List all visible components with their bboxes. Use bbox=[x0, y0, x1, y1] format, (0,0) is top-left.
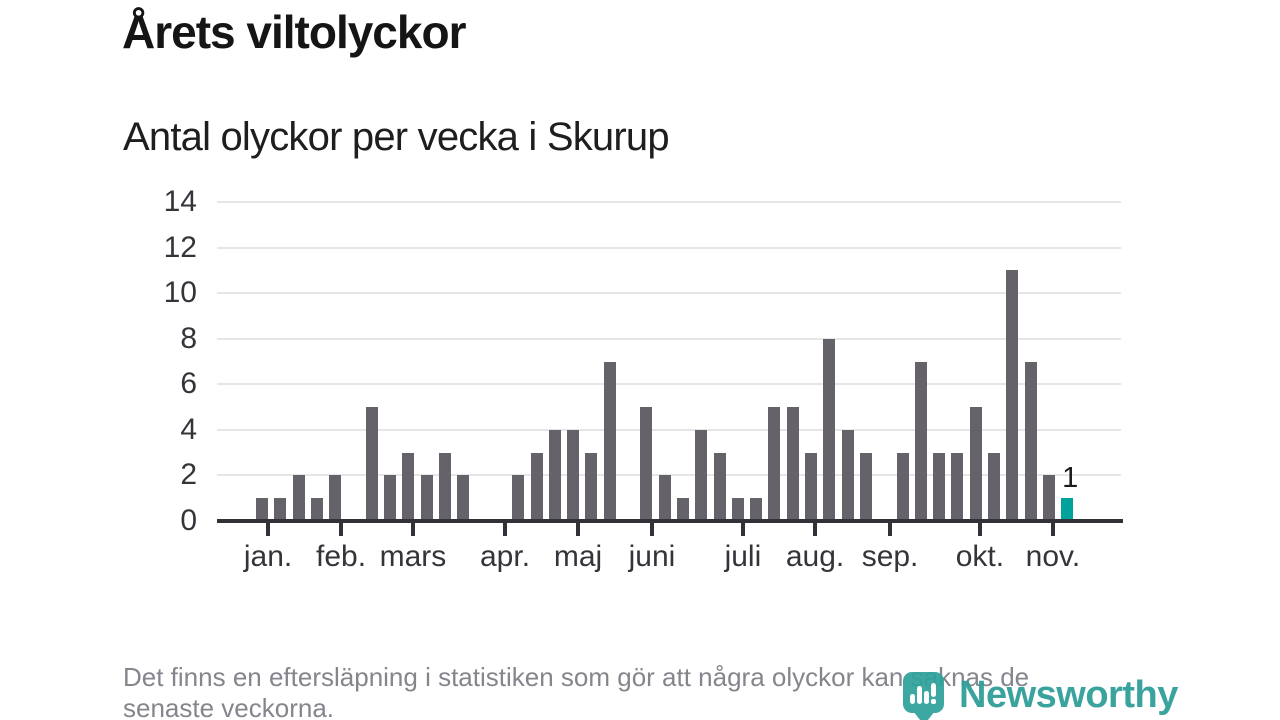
x-axis-label: mars bbox=[379, 540, 447, 573]
bar bbox=[676, 498, 689, 521]
gridline bbox=[217, 246, 1121, 249]
chart-subtitle: Antal olyckor per vecka i Skurup bbox=[123, 115, 670, 159]
pin-chart-bar bbox=[924, 691, 929, 704]
bar bbox=[256, 498, 268, 521]
bar bbox=[1042, 475, 1055, 521]
newsworthy-logo: Newsworthy bbox=[903, 672, 1178, 720]
bar bbox=[805, 452, 817, 521]
bar bbox=[988, 452, 1000, 521]
x-axis-label: aug. bbox=[785, 540, 845, 573]
bar bbox=[750, 498, 763, 521]
month-tick bbox=[649, 521, 654, 536]
bar bbox=[384, 475, 397, 521]
pin-chart-bar bbox=[917, 686, 922, 704]
x-axis-label: okt. bbox=[955, 540, 1005, 573]
bar bbox=[713, 452, 726, 521]
bar bbox=[365, 407, 378, 521]
y-axis-label: 0 bbox=[180, 504, 197, 537]
gridline bbox=[217, 428, 1121, 431]
y-axis-label: 2 bbox=[180, 458, 197, 492]
bar bbox=[512, 475, 525, 521]
bar bbox=[896, 452, 909, 521]
x-axis-label: jan. bbox=[243, 540, 293, 573]
newsworthy-pin-icon bbox=[903, 672, 944, 720]
y-axis-label: 14 bbox=[163, 185, 197, 218]
month-tick bbox=[977, 521, 982, 536]
highlight-value-label: 1 bbox=[1062, 462, 1079, 495]
month-tick bbox=[266, 521, 271, 536]
bar bbox=[603, 361, 616, 521]
bar bbox=[914, 361, 927, 521]
pin-tail bbox=[913, 711, 935, 720]
y-axis-label: 6 bbox=[180, 367, 197, 401]
pin-exclamation-dot bbox=[931, 699, 936, 704]
bar bbox=[585, 452, 598, 521]
gridline bbox=[217, 201, 1121, 203]
month-tick bbox=[503, 521, 508, 536]
month-tick bbox=[740, 521, 745, 536]
bar bbox=[969, 407, 982, 521]
x-axis-label: maj bbox=[553, 540, 603, 573]
month-tick bbox=[813, 521, 818, 536]
pin-exclamation-stem bbox=[931, 683, 936, 697]
bar bbox=[420, 475, 433, 521]
bar bbox=[1024, 361, 1037, 521]
x-axis-line bbox=[217, 519, 1123, 523]
month-tick bbox=[410, 521, 415, 536]
bar bbox=[951, 452, 964, 521]
bar bbox=[731, 498, 744, 521]
pin-chart-bar bbox=[910, 694, 915, 704]
bar bbox=[274, 498, 287, 521]
x-axis-label: juli bbox=[724, 540, 762, 573]
x-axis-label: feb. bbox=[316, 540, 367, 573]
footer-note: Det finns en eftersläpning i statistiken… bbox=[123, 662, 1183, 720]
bar bbox=[457, 475, 470, 521]
footer-note-line: senaste veckorna. bbox=[123, 693, 335, 720]
bar-highlighted bbox=[1061, 498, 1074, 521]
month-tick bbox=[339, 521, 344, 536]
month-tick bbox=[888, 521, 893, 536]
bar bbox=[310, 498, 323, 521]
gridline bbox=[217, 383, 1121, 386]
bar bbox=[292, 475, 305, 521]
bar bbox=[933, 452, 946, 521]
bar bbox=[567, 429, 580, 521]
y-axis-label: 4 bbox=[180, 412, 197, 446]
y-axis-label: 8 bbox=[180, 321, 197, 355]
y-axis-label: 10 bbox=[163, 276, 197, 310]
bar bbox=[859, 452, 872, 521]
bar bbox=[1006, 270, 1019, 521]
chart-title: Årets viltolyckor bbox=[122, 6, 466, 58]
gridline bbox=[217, 337, 1121, 340]
bar bbox=[402, 452, 415, 521]
bar bbox=[768, 407, 781, 521]
month-tick bbox=[576, 521, 581, 536]
bar bbox=[530, 452, 543, 521]
bar bbox=[786, 407, 799, 521]
x-axis-label: apr. bbox=[479, 540, 531, 573]
month-tick bbox=[1050, 521, 1055, 536]
x-axis-label: sep. bbox=[861, 540, 919, 573]
y-axis-label: 12 bbox=[163, 230, 197, 264]
bar bbox=[658, 475, 671, 521]
footer-note-line: Det finns en eftersläpning i statistiken… bbox=[123, 662, 1030, 692]
bar bbox=[823, 338, 836, 521]
bar bbox=[695, 429, 708, 521]
bar bbox=[841, 429, 854, 521]
bar bbox=[548, 429, 561, 521]
x-axis-label: nov. bbox=[1025, 540, 1081, 573]
x-axis-label: juni bbox=[628, 540, 676, 573]
newsworthy-wordmark: Newsworthy bbox=[959, 674, 1178, 716]
gridline bbox=[217, 292, 1121, 295]
bar bbox=[640, 407, 653, 521]
bar bbox=[439, 452, 451, 521]
bar bbox=[329, 475, 342, 521]
